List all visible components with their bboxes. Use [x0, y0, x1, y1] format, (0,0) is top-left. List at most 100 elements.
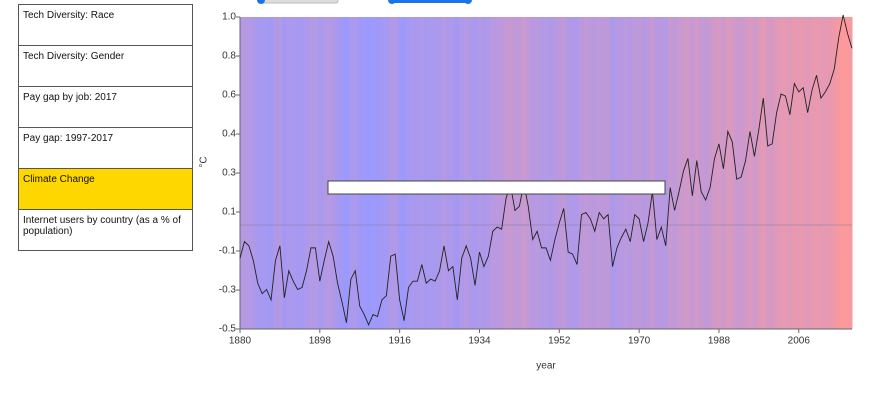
- stripe: [574, 17, 580, 329]
- stripe: [663, 17, 669, 329]
- stripe: [601, 17, 607, 329]
- stripe: [388, 17, 394, 329]
- stripe: [778, 17, 784, 329]
- x-tick-label: 1898: [309, 336, 332, 347]
- stripe: [561, 17, 567, 329]
- stripe: [277, 17, 283, 329]
- stripe: [592, 17, 598, 329]
- stripe: [353, 17, 359, 329]
- stripe: [472, 17, 478, 329]
- menu-item[interactable]: Climate Change: [18, 168, 193, 210]
- stripe: [286, 17, 292, 329]
- stripe: [716, 17, 722, 329]
- stripe: [543, 17, 549, 329]
- stripe: [761, 17, 767, 329]
- stripe: [809, 17, 815, 329]
- stripe: [681, 17, 687, 329]
- stripe: [588, 17, 594, 329]
- stripe: [308, 17, 314, 329]
- stripe: [481, 17, 487, 329]
- stripe: [361, 17, 367, 329]
- x-tick-label: 1952: [548, 336, 571, 347]
- stripe: [752, 17, 758, 329]
- stripe: [508, 17, 514, 329]
- stripe: [774, 17, 780, 329]
- stripe: [348, 17, 354, 329]
- y-axis-label: °C: [199, 156, 210, 167]
- stripe: [548, 17, 554, 329]
- stripe: [295, 17, 301, 329]
- stripe: [570, 17, 576, 329]
- stripe: [282, 17, 288, 329]
- stripe: [503, 17, 509, 329]
- stripe: [240, 17, 243, 329]
- axes: -0.5 -0.3 -0.1 0.1 0.3 0.4 0.6 0.8 1.0 1880 1898 19…: [219, 12, 853, 347]
- stripe: [827, 17, 833, 329]
- stripe: [645, 17, 651, 329]
- stripe: [579, 17, 585, 329]
- stripe: [499, 17, 505, 329]
- menu-item[interactable]: Pay gap: 1997-2017: [18, 127, 193, 169]
- menu-item[interactable]: Internet users by country (as a % of pop…: [18, 209, 193, 251]
- slider-thumb[interactable]: [464, 0, 472, 4]
- stripe: [379, 17, 385, 329]
- stripe: [730, 17, 735, 329]
- stripe: [339, 17, 345, 329]
- stripe: [401, 17, 407, 329]
- stripe: [259, 17, 265, 329]
- stripe: [641, 17, 647, 329]
- y-tick-label: -0.1: [219, 246, 237, 257]
- stripe: [424, 17, 429, 329]
- stripe: [623, 17, 629, 329]
- stripe: [304, 17, 310, 329]
- stripe: [526, 17, 531, 329]
- menu-item[interactable]: Tech Diversity: Race: [18, 4, 193, 46]
- stripe: [836, 17, 842, 329]
- slider-thumb[interactable]: [257, 0, 265, 4]
- stripe: [299, 17, 305, 329]
- menu-item[interactable]: Pay gap by job: 2017: [18, 86, 193, 128]
- stripe: [703, 17, 709, 329]
- stripe: [738, 17, 744, 329]
- x-tick-label: 1970: [628, 336, 651, 347]
- stripe: [659, 17, 665, 329]
- stripe: [410, 17, 416, 329]
- stripe: [415, 17, 421, 329]
- stripe: [366, 17, 372, 329]
- x-tick-label: 1880: [229, 336, 252, 347]
- y-tick-label: 0.3: [222, 168, 236, 179]
- stripe: [455, 17, 461, 329]
- y-tick-label: 0.6: [222, 90, 236, 101]
- stripe: [725, 17, 731, 329]
- stripe: [326, 17, 332, 329]
- stripe: [818, 17, 824, 329]
- stripe: [344, 17, 350, 329]
- stripe: [393, 17, 398, 329]
- stripe: [322, 17, 327, 329]
- stripe: [832, 17, 837, 329]
- slider-track[interactable]: [390, 0, 470, 3]
- stripe: [264, 17, 270, 329]
- stripe: [756, 17, 762, 329]
- stripe: [450, 17, 456, 329]
- stripe: [375, 17, 381, 329]
- x-tick-label: 1916: [389, 336, 412, 347]
- stripe: [707, 17, 713, 329]
- stripe: [552, 17, 558, 329]
- stripe: [721, 17, 727, 329]
- slider-track[interactable]: [257, 0, 339, 4]
- stripe: [370, 17, 376, 329]
- stripe: [437, 17, 443, 329]
- x-axis-label: year: [536, 361, 556, 372]
- slider-thumb[interactable]: [388, 0, 396, 4]
- stripe: [796, 17, 802, 329]
- stripe: [769, 17, 775, 329]
- stripe: [840, 17, 846, 329]
- tooltip-box: [327, 180, 666, 195]
- stripe: [406, 17, 412, 329]
- stripe: [636, 17, 642, 329]
- stripe: [419, 17, 425, 329]
- stripe: [268, 17, 274, 329]
- stripes: [240, 17, 853, 329]
